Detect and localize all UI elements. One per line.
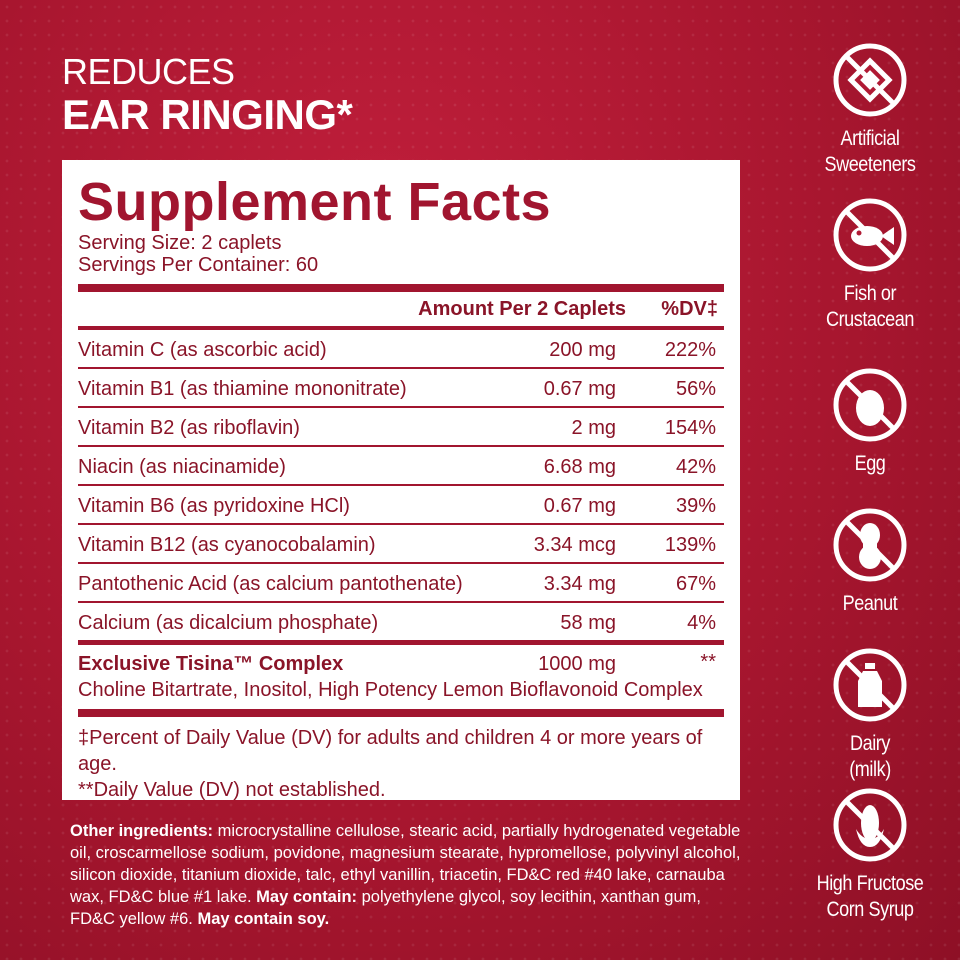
servings-per-container: Servings Per Container: 60	[78, 254, 319, 276]
table-row: Vitamin B12 (as cyanocobalamin) 3.34 mcg…	[78, 525, 724, 564]
peanut-icon	[833, 508, 907, 582]
divider-thick	[78, 284, 724, 292]
divider-thick-bottom	[78, 709, 724, 717]
headline-line2: EAR RINGING*	[62, 91, 353, 138]
free-from-peanut: Peanut	[800, 505, 940, 617]
icon-label-line1: Artificial	[840, 127, 900, 150]
other-ingredients: Other ingredients: microcrystalline cell…	[70, 820, 750, 930]
table-row: Niacin (as niacinamide) 6.68 mg 42%	[78, 447, 724, 486]
nutrient-name: Niacin (as niacinamide)	[78, 456, 286, 478]
nutrient-dv: 42%	[675, 456, 716, 478]
free-from-sweeteners: Artificial Sweeteners	[800, 40, 940, 178]
other-ingredients-text: microcrystalline cellulose, stearic acid…	[70, 822, 741, 906]
complex-dv: **	[700, 651, 716, 673]
table-row: Vitamin B2 (as riboflavin) 2 mg 154%	[78, 408, 724, 447]
nutrient-dv: 139%	[664, 534, 716, 556]
nutrient-name: Vitamin B12 (as cyanocobalamin)	[78, 534, 376, 556]
table-row: Vitamin B6 (as pyridoxine HCl) 0.67 mg 3…	[78, 486, 724, 525]
icon-label: Fish or Crustacean	[810, 281, 930, 333]
icon-label-line1: Dairy	[849, 732, 890, 755]
icon-label-line1: Egg	[854, 452, 886, 475]
milk-bottle-icon	[833, 648, 907, 722]
may-contain-text: polyethylene glycol, soy lecithin, xanth…	[70, 888, 701, 928]
facts-title: Supplement Facts	[78, 172, 552, 232]
may-contain-soy: May contain soy.	[197, 910, 330, 928]
headline-line1: REDUCES	[62, 51, 235, 92]
complex-name: Exclusive Tisina™ Complex	[78, 653, 344, 675]
nutrient-name: Vitamin B2 (as riboflavin)	[78, 417, 300, 439]
sweetener-packet-icon	[833, 43, 907, 117]
nutrient-dv: 4%	[687, 612, 716, 634]
nutrient-dv: 154%	[664, 417, 716, 439]
icon-label-line2: Corn Syrup	[826, 898, 914, 921]
table-row: Calcium (as dicalcium phosphate) 58 mg 4…	[78, 603, 724, 640]
nutrient-amount: 0.67 mg	[543, 378, 616, 400]
footnotes: ‡Percent of Daily Value (DV) for adults …	[78, 725, 724, 803]
icon-label: Dairy (milk)	[810, 731, 930, 783]
icon-label: Egg	[810, 451, 930, 477]
nutrient-name: Calcium (as dicalcium phosphate)	[78, 612, 379, 634]
icon-label: Artificial Sweeteners	[810, 126, 930, 178]
nutrient-amount: 200 mg	[549, 339, 616, 361]
nutrient-name: Vitamin B6 (as pyridoxine HCl)	[78, 495, 350, 517]
fish-icon	[833, 198, 907, 272]
nutrient-amount: 3.34 mg	[543, 573, 616, 595]
complex-amount: 1000 mg	[538, 653, 616, 675]
icon-label-line1: Peanut	[842, 592, 898, 615]
headline: REDUCES EAR RINGING*	[62, 51, 353, 138]
nutrient-name: Vitamin C (as ascorbic acid)	[78, 339, 327, 361]
divider-medium	[78, 640, 724, 645]
icon-label-line2: (milk)	[849, 758, 891, 781]
free-from-egg: Egg	[800, 365, 940, 477]
nutrient-amount: 0.67 mg	[543, 495, 616, 517]
nutrient-amount: 58 mg	[560, 612, 616, 634]
free-from-fish: Fish or Crustacean	[800, 195, 940, 333]
footnote-dv: ‡Percent of Daily Value (DV) for adults …	[78, 727, 703, 775]
nutrient-dv: 39%	[675, 495, 716, 517]
complex-row: Exclusive Tisina™ Complex 1000 mg ** Cho…	[78, 645, 724, 709]
free-from-dairy: Dairy (milk)	[800, 645, 940, 783]
icon-label-line2: Crustacean	[825, 308, 915, 331]
nutrient-dv: 56%	[675, 378, 716, 400]
table-row: Vitamin C (as ascorbic acid) 200 mg 222%	[78, 330, 724, 369]
free-from-corn-syrup: High Fructose Corn Syrup	[800, 785, 940, 923]
icon-label-line1: High Fructose	[816, 872, 924, 895]
nutrient-amount: 2 mg	[571, 417, 616, 439]
table-row: Pantothenic Acid (as calcium pantothenat…	[78, 564, 724, 603]
dv-header: %DV‡	[661, 298, 718, 320]
nutrient-amount: 3.34 mcg	[533, 534, 616, 556]
icon-label: Peanut	[810, 591, 930, 617]
nutrient-dv: 67%	[675, 573, 716, 595]
nutrient-name: Vitamin B1 (as thiamine mononitrate)	[78, 378, 407, 400]
supplement-facts-panel: Supplement Facts Serving Size: 2 caplets…	[62, 160, 740, 803]
serving-size: Serving Size: 2 caplets	[78, 232, 282, 254]
complex-ingredients: Choline Bitartrate, Inositol, High Poten…	[78, 679, 703, 701]
nutrient-name: Pantothenic Acid (as calcium pantothenat…	[78, 573, 463, 595]
table-row: Vitamin B1 (as thiamine mononitrate) 0.6…	[78, 369, 724, 408]
icon-label-line2: Sweeteners	[824, 153, 916, 176]
footnote-not-established: **Daily Value (DV) not established.	[78, 779, 386, 801]
egg-icon	[833, 368, 907, 442]
icon-label-line1: Fish or	[843, 282, 897, 305]
corn-icon	[833, 788, 907, 862]
amount-header: Amount Per 2 Caplets	[418, 298, 626, 320]
other-ingredients-label: Other ingredients:	[70, 822, 214, 840]
may-contain-label: May contain:	[256, 888, 358, 906]
nutrient-dv: 222%	[664, 339, 716, 361]
nutrient-amount: 6.68 mg	[543, 456, 616, 478]
icon-label: High Fructose Corn Syrup	[810, 871, 930, 923]
table-header: Amount Per 2 Caplets %DV‡	[78, 292, 724, 330]
